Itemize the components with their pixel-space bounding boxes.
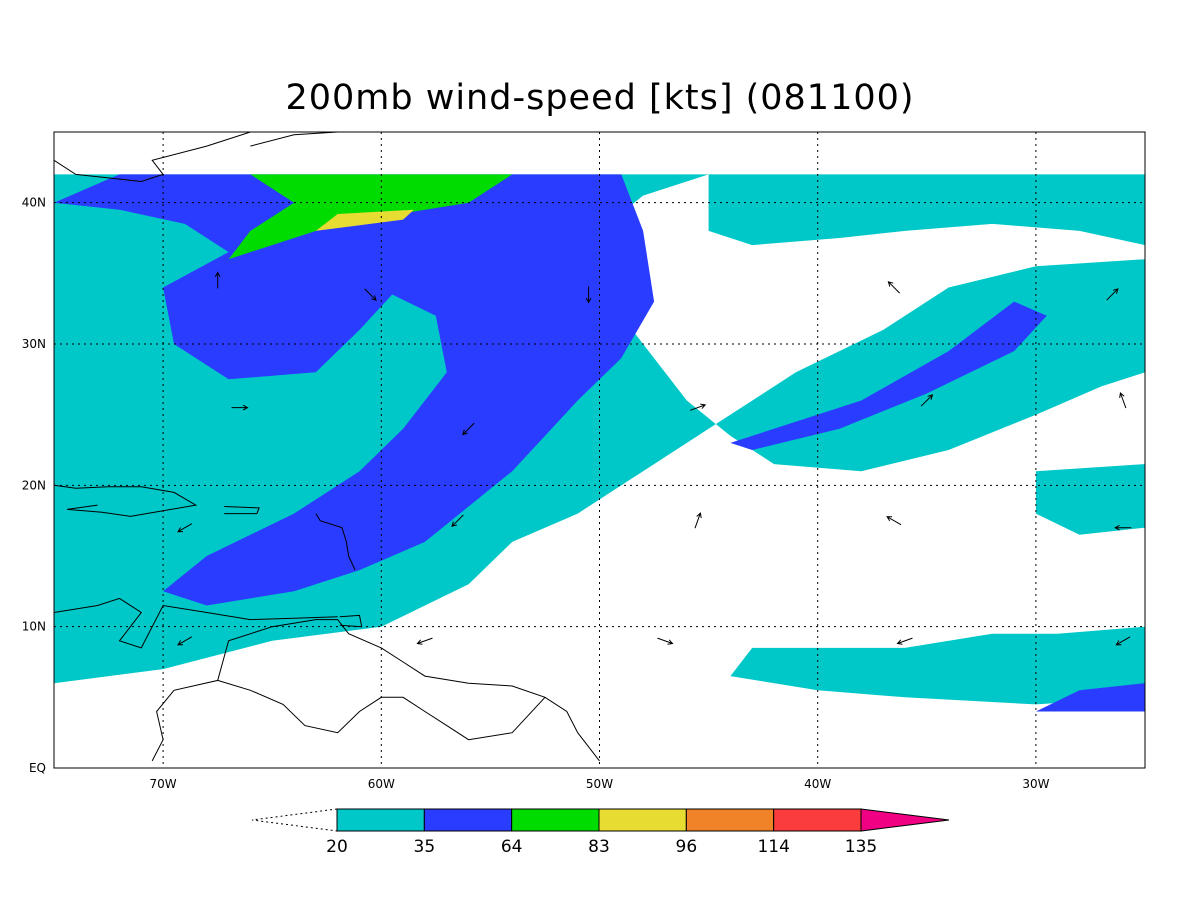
colorbar-below-min-triangle bbox=[251, 808, 338, 832]
colorbar-box-64 bbox=[511, 808, 600, 832]
colorbar: 20 35 64 83 96 114 135 bbox=[251, 808, 950, 857]
wind-arrow-icon bbox=[364, 288, 377, 301]
shaded-region-20-35-1 bbox=[708, 174, 1145, 246]
lon-tick-label: 40W bbox=[804, 777, 831, 791]
wind-arrow-icon bbox=[451, 514, 464, 528]
colorbar-above-max-triangle bbox=[860, 808, 950, 832]
lon-tick-label: 70W bbox=[150, 777, 177, 791]
wind-arrow-icon bbox=[657, 637, 674, 645]
latitude-axis: EQ 10N 20N 30N 40N bbox=[22, 196, 46, 775]
coastline-lesser-antilles bbox=[315, 513, 356, 571]
lon-tick-label: 60W bbox=[368, 777, 395, 791]
wind-arrow-icon bbox=[231, 404, 249, 411]
wind-arrow-icon bbox=[585, 286, 592, 304]
colorbar-box-114 bbox=[773, 808, 862, 832]
chart-title: 200mb wind-speed [kts] (081100) bbox=[285, 78, 915, 118]
shaded-region-83-96-8 bbox=[315, 209, 414, 231]
gridlines bbox=[54, 132, 1145, 768]
lat-tick-label: 10N bbox=[22, 620, 46, 634]
wind-arrow-icon bbox=[694, 512, 702, 529]
coastline-north-america bbox=[54, 132, 302, 183]
colorbar-label: 20 bbox=[326, 837, 348, 857]
colorbar-label: 96 bbox=[676, 837, 698, 857]
colorbar-label: 83 bbox=[588, 837, 610, 857]
wind-arrow-icon bbox=[1115, 636, 1131, 646]
wind-arrow-icon bbox=[920, 394, 934, 407]
colorbar-label: 35 bbox=[414, 837, 436, 857]
coastline-south-america bbox=[151, 619, 600, 762]
wind-arrow-icon bbox=[214, 271, 221, 289]
wind-arrow-icon bbox=[1114, 524, 1132, 531]
wind-arrow-icon bbox=[177, 636, 193, 646]
wind-arrow-icon bbox=[886, 516, 902, 526]
shaded-region-20-35-3 bbox=[1035, 464, 1145, 535]
lat-tick-label: 20N bbox=[22, 478, 46, 492]
wind-arrow-icon bbox=[462, 422, 475, 436]
coastline-puerto-rico bbox=[224, 506, 260, 515]
shaded-region-20-35-2 bbox=[730, 626, 1145, 705]
coastline-central-coast bbox=[54, 597, 338, 649]
colorbar-box-96 bbox=[685, 808, 775, 832]
colorbar-label: 135 bbox=[845, 837, 877, 857]
lon-tick-label: 30W bbox=[1022, 777, 1049, 791]
colorbar-box-35 bbox=[423, 808, 513, 832]
coastline-trinidad bbox=[339, 614, 363, 628]
lon-tick-label: 50W bbox=[586, 777, 613, 791]
wind-arrow-icon bbox=[887, 281, 901, 294]
wind-arrow-icon bbox=[177, 523, 193, 533]
shaded-region-35-64-6 bbox=[1035, 683, 1145, 712]
wind-arrow-icon bbox=[690, 403, 707, 411]
wind-arrow-icon bbox=[416, 637, 433, 645]
colorbar-label: 114 bbox=[757, 837, 789, 857]
colorbar-box-20 bbox=[336, 808, 425, 832]
wind-arrow-icon bbox=[1119, 392, 1127, 409]
coastline-venezuela-interior bbox=[217, 679, 546, 741]
longitude-axis: 70W 60W 50W 40W 30W bbox=[150, 777, 1050, 791]
coastline-hispaniola-cuba bbox=[54, 484, 198, 517]
wind-speed-shading bbox=[54, 174, 1145, 712]
plot-frame bbox=[53, 131, 1146, 769]
shaded-region-35-64-4 bbox=[54, 174, 655, 606]
wind-arrow-icon bbox=[896, 637, 913, 645]
lat-tick-label: 30N bbox=[22, 337, 46, 351]
colorbar-label: 64 bbox=[501, 837, 523, 857]
coastline-nova-scotia bbox=[250, 132, 341, 147]
wind-arrow-icon bbox=[1106, 288, 1119, 301]
lat-tick-label: EQ bbox=[29, 761, 46, 775]
colorbar-box-83 bbox=[598, 808, 687, 832]
shaded-region-35-64-5 bbox=[730, 301, 1047, 450]
lat-tick-label: 40N bbox=[22, 196, 46, 210]
wind-vectors bbox=[177, 271, 1132, 646]
